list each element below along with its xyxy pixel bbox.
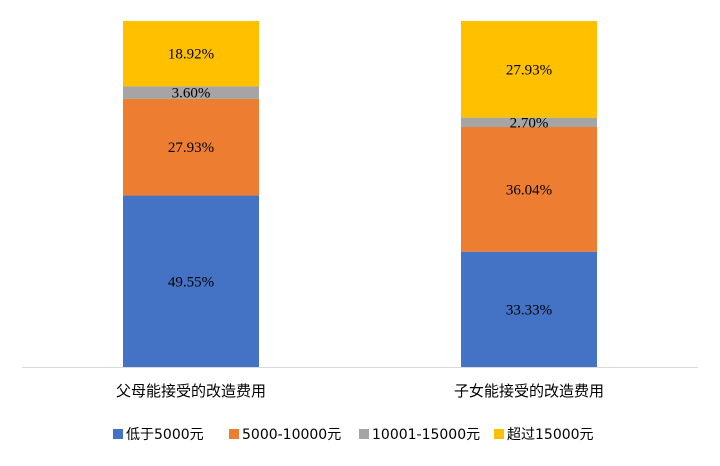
bar-segment-2-2 — [461, 126, 597, 252]
legend-swatch-2 — [229, 429, 239, 439]
category-labels: 父母能接受的改造费用 子女能接受的改造费用 — [116, 382, 604, 400]
bar-segment-2-3 — [461, 117, 597, 127]
data-label-2-2: 36.04% — [506, 182, 552, 198]
data-label-2-3: 2.70% — [510, 115, 549, 131]
legend-swatch-1 — [113, 429, 123, 439]
category-label-1: 父母能接受的改造费用 — [116, 382, 266, 400]
data-label-1-1: 49.55% — [168, 274, 214, 290]
data-label-1-2: 27.93% — [168, 140, 214, 156]
category-label-2: 子女能接受的改造费用 — [454, 382, 604, 400]
bar-segment-1-1 — [123, 195, 259, 367]
bar-segment-1-2 — [123, 98, 259, 196]
legend-label-1: 低于5000元 — [126, 427, 204, 443]
legend-label-3: 10001-15000元 — [372, 427, 480, 443]
data-label-2-1: 33.33% — [506, 302, 552, 318]
bars-group: 49.55% 27.93% 3.60% 18.92% 33.33% 36.04% 2.70%… — [123, 21, 597, 367]
data-label-1-3: 3.60% — [172, 86, 211, 102]
legend-label-4: 超过15000元 — [507, 427, 594, 443]
bar-segment-2-4 — [461, 21, 597, 118]
legend-swatch-3 — [359, 429, 369, 439]
bar-segment-1-3 — [123, 86, 259, 99]
data-label-2-4: 27.93% — [506, 62, 552, 78]
legend: 低于5000元 5000-10000元 10001-15000元 超过15000元 — [113, 427, 594, 443]
data-label-1-4: 18.92% — [168, 47, 214, 63]
legend-label-2: 5000-10000元 — [242, 427, 341, 443]
bar-segment-1-4 — [123, 21, 259, 87]
legend-swatch-4 — [494, 429, 504, 439]
bar-segment-2-1 — [461, 251, 597, 367]
